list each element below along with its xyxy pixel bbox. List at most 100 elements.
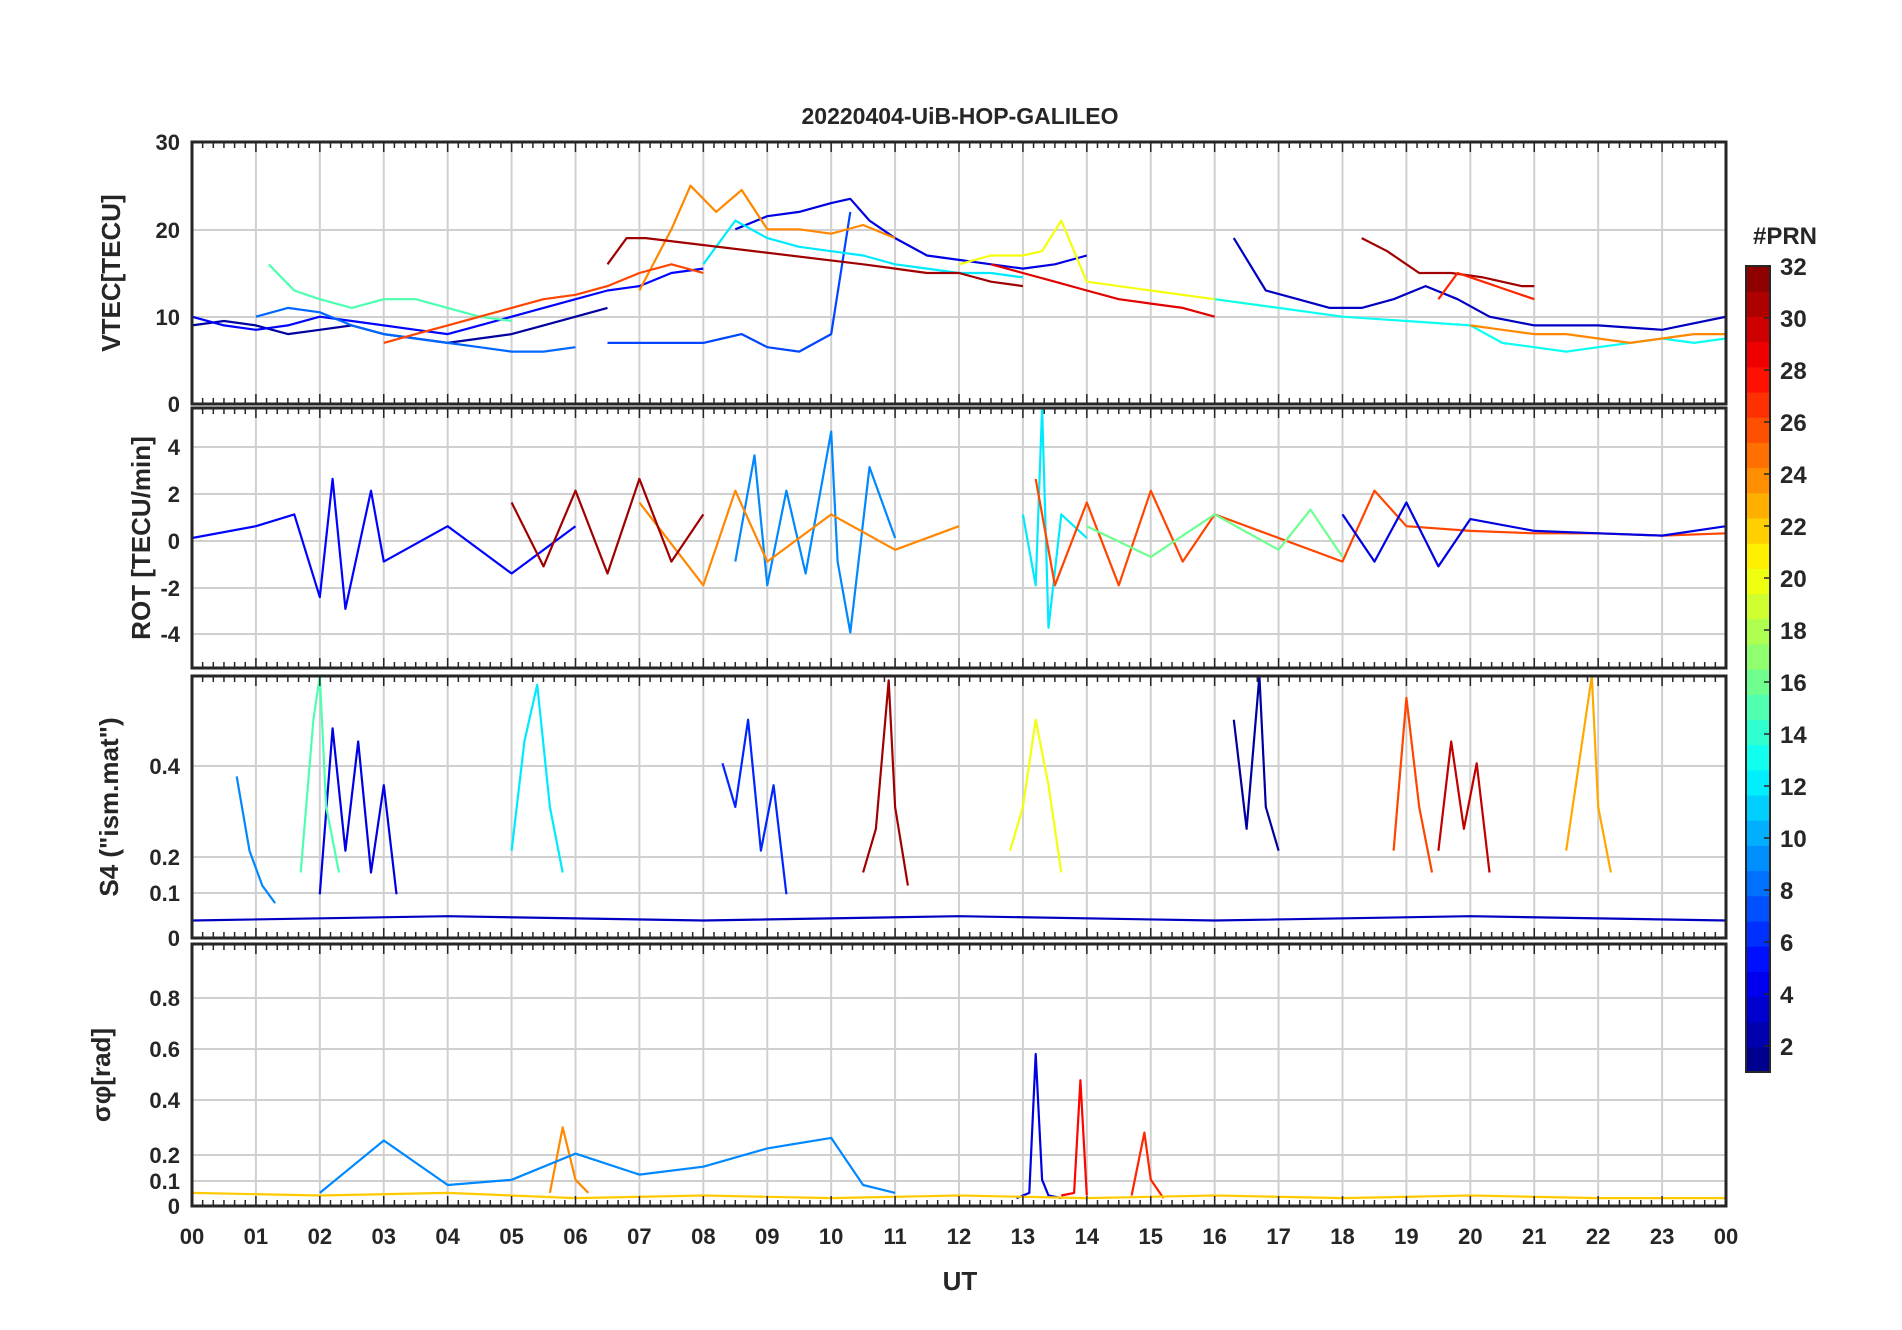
panel-s4: 0 0.1 0.2 0.4 S4 ("ism.mat") (94, 674, 1728, 951)
series-line-prn-8 (255, 306, 576, 353)
series-line-prn-20 (1009, 718, 1063, 873)
y-tick-label: 20 (156, 218, 180, 243)
colorbar-tick-label: 2 (1780, 1034, 1793, 1061)
colorbar-swatch (1746, 618, 1770, 645)
series-line-prn-12 (510, 683, 564, 873)
series-line-prn-30 (1437, 740, 1491, 873)
colorbar-swatch (1746, 492, 1770, 519)
colorbar-swatch (1746, 366, 1770, 393)
y-axis-label-sigma_phi: σφ[rad] (86, 1028, 116, 1122)
colorbar-tick-label: 14 (1780, 722, 1807, 749)
colorbar-swatch (1746, 971, 1770, 998)
x-tick-label: 19 (1394, 1224, 1418, 1249)
series-line-prn-20 (958, 219, 1279, 309)
series-line-prn-12 (1021, 408, 1088, 629)
colorbar-swatch (1746, 593, 1770, 620)
colorbar-tick-label: 28 (1780, 358, 1807, 385)
x-tick-label: 05 (499, 1224, 523, 1249)
colorbar-swatch (1746, 543, 1770, 569)
x-tick-label: 11 (883, 1224, 906, 1249)
x-tick-label: 10 (819, 1224, 843, 1249)
series-line-prn-4 (318, 727, 398, 895)
colorbar-tick-label: 6 (1780, 930, 1793, 957)
series-line-prn-27 (1437, 271, 1535, 301)
colorbar-tick-label: 20 (1780, 566, 1807, 593)
colorbar-tick-label: 4 (1780, 982, 1794, 1009)
panel-rot: -4 -2 0 2 4 ROT [TECU/min] (126, 406, 1728, 670)
colorbar-swatch (1746, 266, 1770, 292)
axis-ticks (191, 142, 1727, 404)
x-tick-label: 14 (1075, 1224, 1100, 1249)
series-line-prn-27 (1130, 1131, 1165, 1199)
x-tick-label: 06 (563, 1224, 587, 1249)
series-group (192, 676, 1726, 922)
y-tick-label: -4 (160, 622, 180, 647)
colorbar-swatch (1746, 643, 1770, 670)
x-tick-label: 03 (372, 1224, 396, 1249)
colorbar-swatch (1746, 820, 1770, 846)
series-line-prn-9 (235, 776, 276, 904)
series-line-prn-24 (548, 1126, 590, 1194)
colorbar-swatch (1746, 1046, 1770, 1073)
series-line-prn-22 (192, 1191, 1726, 1200)
y-tick-labels: 0 0.1 0.2 0.4 (149, 754, 180, 951)
colorbar-tick-label: 30 (1780, 306, 1807, 333)
series-line-prn-31 (1361, 237, 1535, 288)
y-tick-label: 0 (168, 926, 180, 951)
x-tick-label: 17 (1266, 1224, 1290, 1249)
series-line-prn-23 (1565, 676, 1612, 873)
x-tick-label: 09 (755, 1224, 779, 1249)
colorbar-swatch (1746, 391, 1770, 418)
x-tick-label: 16 (1202, 1224, 1226, 1249)
colorbar-swatch (1746, 946, 1770, 972)
series-line-prn-3 (192, 915, 1726, 922)
x-tick-label: 01 (244, 1224, 268, 1249)
x-tick-label: 22 (1586, 1224, 1610, 1249)
series-line-prn-7 (607, 211, 852, 353)
figure-title: 20220404-UiB-HOP-GALILEO (802, 103, 1119, 129)
colorbar-swatch (1746, 744, 1770, 771)
y-tick-label: 0.1 (149, 881, 180, 906)
colorbar-swatch (1746, 694, 1770, 720)
x-tick-label: 00 (180, 1224, 204, 1249)
colorbar-tick-label: 22 (1780, 514, 1807, 541)
y-tick-label: 30 (156, 130, 180, 155)
x-tick-label: 15 (1139, 1224, 1163, 1249)
series-group (192, 184, 1726, 353)
series-line-prn-29 (990, 263, 1215, 318)
colorbar-tick-label: 18 (1780, 618, 1807, 645)
colorbar-label: #PRN (1753, 223, 1817, 250)
colorbar-swatch (1746, 719, 1770, 746)
y-axis-label-s4: S4 ("ism.mat") (94, 717, 124, 896)
colorbar-swatch (1746, 1021, 1770, 1048)
grid (191, 676, 1727, 939)
axis-ticks (191, 408, 1727, 668)
y-tick-label: 0 (168, 1194, 180, 1219)
series-line-prn-15 (299, 676, 341, 873)
x-tick-label: 08 (691, 1224, 715, 1249)
series-group (192, 408, 1726, 634)
y-tick-label: 0.2 (149, 845, 180, 870)
colorbar-swatch (1746, 341, 1770, 368)
colorbar-tick-label: 26 (1780, 410, 1807, 437)
colorbar-swatch (1746, 291, 1770, 317)
colorbar-swatch (1746, 920, 1770, 947)
colorbar-swatch (1746, 417, 1770, 443)
colorbar-swatch (1746, 442, 1770, 469)
series-line-prn-26 (1392, 696, 1434, 873)
series-line-prn-15 (267, 263, 512, 323)
series-line-prn-5 (192, 477, 577, 611)
colorbar-swatch (1746, 316, 1770, 343)
series-line-prn-9 (319, 1136, 896, 1194)
colorbar-swatch (1746, 517, 1770, 544)
series-line-prn-12 (702, 219, 1024, 279)
y-tick-label: 0.2 (149, 1143, 180, 1168)
y-tick-label: 0.8 (149, 986, 180, 1011)
series-line-prn-9 (734, 430, 897, 634)
y-axis-label-vtec: VTEC[TECU] (96, 194, 126, 351)
colorbar-swatch (1746, 845, 1770, 872)
colorbar-tick-label: 32 (1780, 254, 1807, 281)
y-tick-label: 2 (168, 482, 180, 507)
